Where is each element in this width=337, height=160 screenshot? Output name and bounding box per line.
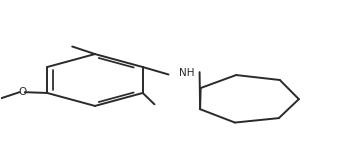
Text: O: O	[18, 87, 26, 97]
Text: NH: NH	[179, 68, 195, 78]
